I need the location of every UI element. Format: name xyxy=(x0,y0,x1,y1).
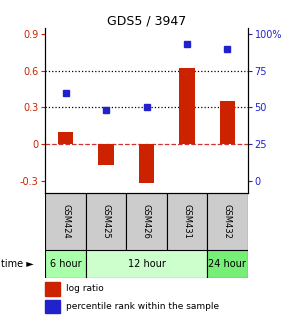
Text: time ►: time ► xyxy=(1,259,34,269)
Bar xyxy=(207,193,248,250)
Bar xyxy=(45,193,86,250)
Bar xyxy=(179,68,195,144)
Bar xyxy=(167,193,207,250)
Bar xyxy=(139,144,154,183)
Bar xyxy=(86,193,126,250)
Bar xyxy=(45,282,59,296)
Text: GSM432: GSM432 xyxy=(223,204,232,239)
Text: percentile rank within the sample: percentile rank within the sample xyxy=(66,302,219,311)
Text: 24 hour: 24 hour xyxy=(208,259,246,269)
Text: 6 hour: 6 hour xyxy=(50,259,81,269)
Bar xyxy=(45,300,59,313)
Bar xyxy=(45,250,86,278)
Text: 12 hour: 12 hour xyxy=(127,259,166,269)
Text: log ratio: log ratio xyxy=(66,284,103,293)
Bar xyxy=(58,132,73,144)
Bar xyxy=(98,144,114,165)
Text: GSM424: GSM424 xyxy=(61,204,70,239)
Text: GSM431: GSM431 xyxy=(183,204,191,239)
Bar xyxy=(207,250,248,278)
Text: GSM425: GSM425 xyxy=(102,204,110,239)
Text: GSM426: GSM426 xyxy=(142,204,151,239)
Bar xyxy=(220,101,235,144)
Bar xyxy=(126,193,167,250)
Bar xyxy=(86,250,207,278)
Title: GDS5 / 3947: GDS5 / 3947 xyxy=(107,15,186,28)
